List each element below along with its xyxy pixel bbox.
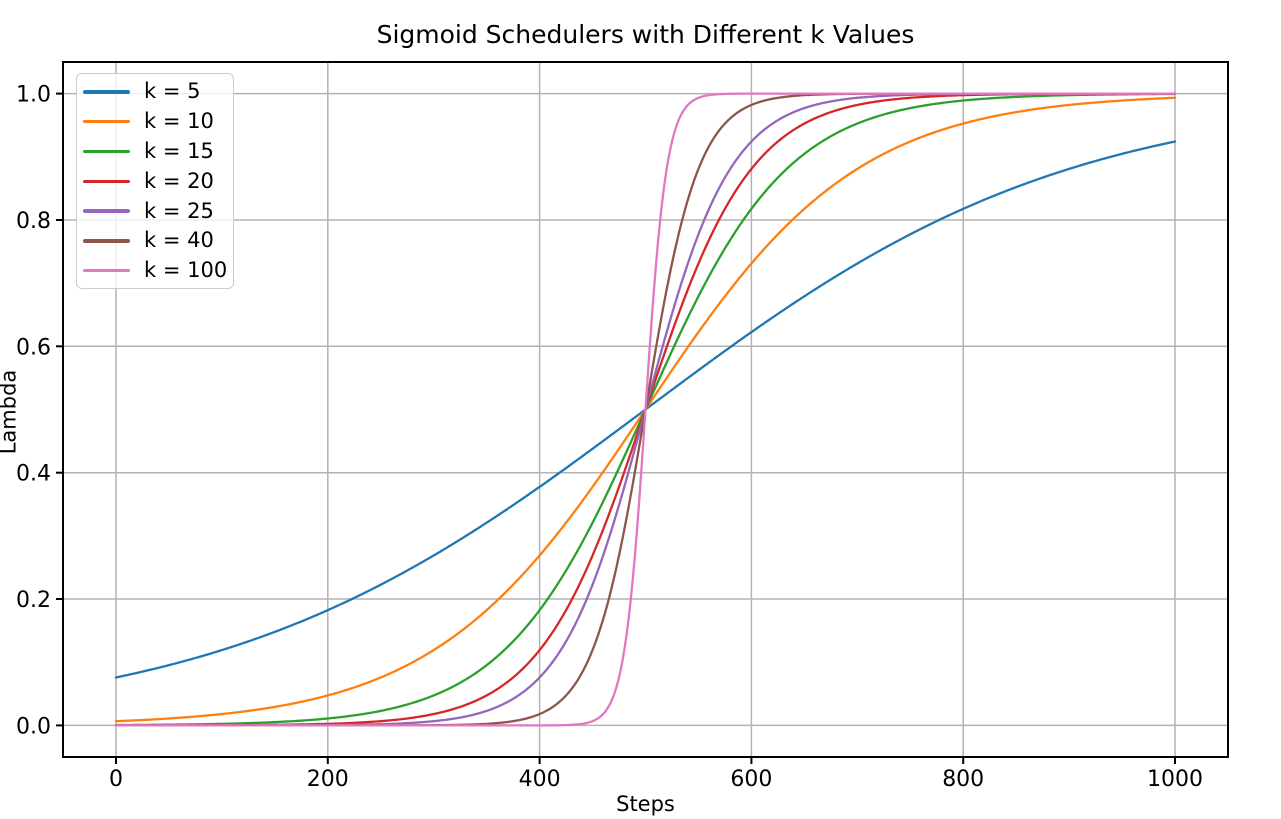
legend-line-sample [83, 149, 130, 154]
series-line-k-100 [114, 92, 1177, 727]
y-tick-label: 0.2 [16, 588, 51, 613]
legend-label: k = 100 [144, 258, 228, 283]
axes-frame [62, 61, 1229, 758]
legend-label: k = 5 [144, 79, 201, 104]
x-tick-label: 1000 [1147, 767, 1203, 792]
legend-label: k = 40 [144, 228, 214, 253]
legend-entry: k = 10 [83, 107, 233, 137]
legend-entry: k = 5 [83, 77, 233, 107]
legend-box: k = 5 k = 10 k = 15 k = 20 k = 25 k = 40 k = 1… [76, 73, 234, 289]
legend-entry: k = 20 [83, 166, 233, 196]
y-tick-label: 0.8 [16, 209, 51, 234]
legend-line-sample [83, 239, 130, 243]
y-tick-label: 0.0 [16, 714, 51, 739]
x-tick-label: 600 [730, 767, 772, 792]
x-tick-label: 0 [109, 767, 123, 792]
legend-line-sample [83, 90, 130, 94]
legend-label: k = 20 [144, 168, 214, 193]
y-tick-label: 1.0 [16, 83, 51, 108]
y-axis-label: Lambda [0, 369, 21, 455]
y-tick-label: 0.4 [16, 462, 51, 487]
legend-entry: k = 100 [83, 256, 233, 286]
legend-line-sample [83, 209, 130, 213]
x-tick-label: 200 [307, 767, 349, 792]
legend-line-sample [83, 120, 130, 124]
chart-title: Sigmoid Schedulers with Different k Valu… [376, 20, 915, 49]
x-tick-label: 400 [519, 767, 561, 792]
x-axis-label: Steps [616, 792, 675, 816]
legend-label: k = 25 [144, 198, 214, 223]
legend-entry: k = 40 [83, 226, 233, 256]
legend-line-sample [83, 179, 130, 183]
legend-label: k = 10 [144, 109, 214, 134]
legend-entry: k = 25 [83, 196, 233, 226]
legend-line-sample [83, 268, 130, 273]
x-tick-label: 800 [942, 767, 984, 792]
legend-label: k = 15 [144, 138, 214, 163]
y-tick-label: 0.6 [16, 335, 51, 360]
legend-entry: k = 15 [83, 137, 233, 167]
